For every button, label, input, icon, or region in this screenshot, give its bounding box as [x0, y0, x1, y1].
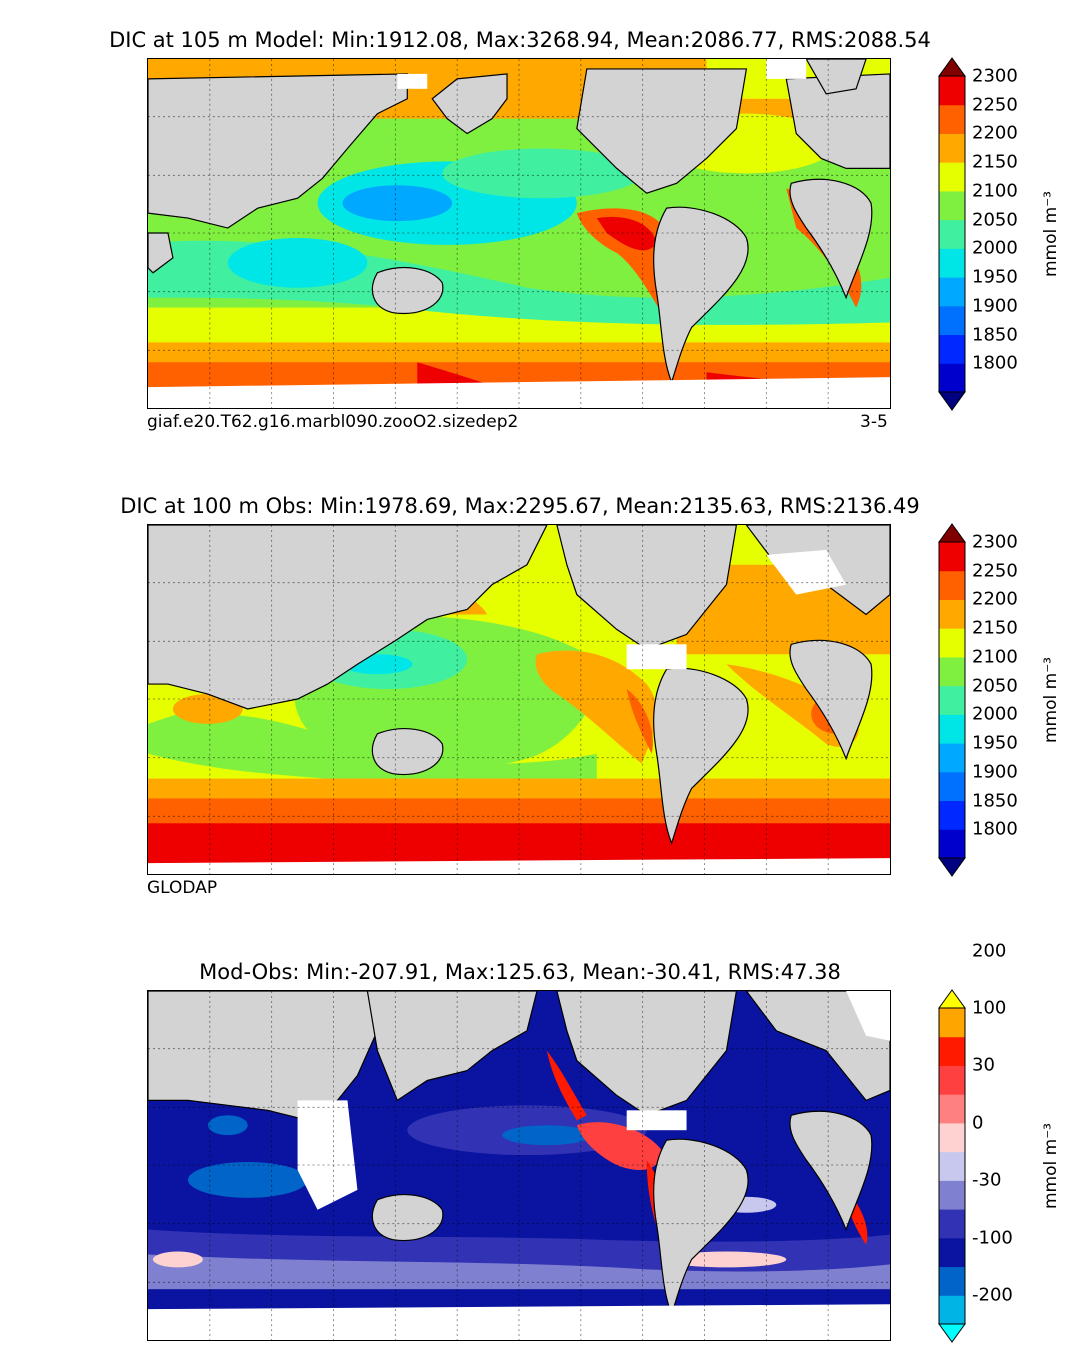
colorbar-swatch: [939, 248, 965, 278]
panel-title-model: DIC at 105 m Model: Min:1912.08, Max:326…: [109, 28, 931, 52]
colorbar-tick-label: 1800: [972, 818, 1018, 840]
colorbar-swatch: [939, 76, 965, 106]
colorbar-tick-label: 2100: [972, 646, 1018, 668]
colorbar-swatch: [939, 599, 965, 629]
colorbar-swatch: [939, 1008, 965, 1038]
colorbar-swatch: [939, 162, 965, 192]
colorbar-model-svg: [938, 57, 966, 411]
map-obs-svg: [148, 525, 890, 874]
colorbar-swatch: [939, 1266, 965, 1296]
colorbar-unit-obs: mmol m⁻³: [1041, 657, 1061, 743]
colorbar-tick-label: 2050: [972, 209, 1018, 231]
map-diff-svg: [148, 991, 890, 1340]
panel-title-obs: DIC at 100 m Obs: Min:1978.69, Max:2295.…: [120, 494, 920, 518]
colorbar-swatch: [939, 277, 965, 307]
colorbar-swatch: [939, 1094, 965, 1124]
colorbar-extend-min: [938, 391, 966, 411]
colorbar-swatch: [939, 800, 965, 830]
missing-regions: [148, 549, 890, 874]
colorbar-swatch: [939, 628, 965, 658]
grid-lines: [148, 991, 890, 1340]
colorbar-swatch: [939, 570, 965, 600]
colorbar-tick-label: 1900: [972, 295, 1018, 317]
colorbar-tick-label: 100: [972, 997, 1007, 1019]
colorbar-extend-min: [938, 857, 966, 877]
colorbar-tick-label: 1850: [972, 324, 1018, 346]
colorbar-tick-label: 1950: [972, 732, 1018, 754]
colorbar-frame: [938, 1007, 966, 1325]
colorbar-unit-diff: mmol m⁻³: [1041, 1123, 1061, 1209]
colorbar-swatch: [939, 1122, 965, 1153]
colorbar-tick-label: 2000: [972, 237, 1018, 259]
colorbar-tick-label: 1800: [972, 352, 1018, 374]
map-obs: [147, 524, 891, 875]
map-model-svg: [148, 59, 890, 408]
colorbar-extend-max: [938, 989, 966, 1009]
colorbar-swatch: [939, 1209, 965, 1239]
colorbar-obs: [938, 523, 966, 877]
colorbar-swatch: [939, 1295, 965, 1325]
caption-case-name: giaf.e20.T62.g16.marbl090.zooO2.sizedep2: [147, 412, 519, 432]
colorbar-unit-model: mmol m⁻³: [1041, 191, 1061, 277]
colorbar-tick-label: 2150: [972, 151, 1018, 173]
colorbar-tick-label: 1900: [972, 761, 1018, 783]
colorbar-extend-min: [938, 1323, 966, 1343]
colorbar-swatch: [939, 363, 965, 393]
colorbar-tick-label: 2150: [972, 617, 1018, 639]
caption-years: 3-5: [860, 412, 888, 432]
colorbar-model: [938, 57, 966, 411]
colorbar-swatch: [939, 829, 965, 859]
colorbar-diff-svg: [938, 989, 966, 1343]
colorbar-swatch: [939, 542, 965, 572]
colorbar-swatch: [939, 771, 965, 802]
colorbar-tick-label: 2250: [972, 94, 1018, 116]
colorbar-frame: [938, 75, 966, 393]
colorbar-swatch: [939, 714, 965, 744]
colorbar-diff: [938, 989, 966, 1343]
colorbar-tick-label: 200: [972, 940, 1007, 962]
colorbar-swatch: [939, 305, 965, 336]
colorbar-tick-label: 2000: [972, 703, 1018, 725]
colorbar-tick-label: 0: [972, 1112, 984, 1134]
land-masses: [148, 991, 890, 1316]
colorbar-tick-label: 2300: [972, 531, 1018, 553]
colorbar-tick-label: 2250: [972, 560, 1018, 582]
colorbar-swatch: [939, 1180, 965, 1210]
colorbar-tick-label: 2200: [972, 588, 1018, 610]
colorbar-tick-label: -30: [972, 1169, 1002, 1191]
grid-lines: [148, 59, 890, 408]
grid-lines: [148, 525, 890, 874]
colorbar-extend-max: [938, 57, 966, 77]
colorbar-swatch: [939, 104, 965, 134]
colorbar-tick-label: 2100: [972, 180, 1018, 202]
colorbar-swatch: [939, 219, 965, 249]
colorbar-swatch: [939, 656, 965, 687]
colorbar-extend-max: [938, 523, 966, 543]
colorbar-tick-label: 2050: [972, 675, 1018, 697]
colorbar-tick-label: -200: [972, 1284, 1013, 1306]
colorbar-tick-label: 2300: [972, 65, 1018, 87]
caption-obs-source: GLODAP: [147, 878, 218, 898]
map-model: [147, 58, 891, 409]
colorbar-swatch: [939, 133, 965, 163]
colorbar-tick-label: 30: [972, 1054, 995, 1076]
colorbar-obs-svg: [938, 523, 966, 877]
panel-title-diff: Mod-Obs: Min:-207.91, Max:125.63, Mean:-…: [199, 960, 841, 984]
colorbar-tick-label: 1850: [972, 790, 1018, 812]
colorbar-frame: [938, 541, 966, 859]
colorbar-tick-label: 1950: [972, 266, 1018, 288]
map-diff: [147, 990, 891, 1341]
colorbar-swatch: [939, 1237, 965, 1268]
colorbar-tick-label: -100: [972, 1227, 1013, 1249]
colorbar-swatch: [939, 190, 965, 221]
colorbar-swatch: [939, 334, 965, 364]
land-masses: [148, 59, 890, 384]
colorbar-swatch: [939, 1036, 965, 1066]
colorbar-tick-label: 2200: [972, 122, 1018, 144]
colorbar-swatch: [939, 1065, 965, 1095]
colorbar-swatch: [939, 1151, 965, 1181]
colorbar-swatch: [939, 685, 965, 715]
colorbar-swatch: [939, 743, 965, 773]
